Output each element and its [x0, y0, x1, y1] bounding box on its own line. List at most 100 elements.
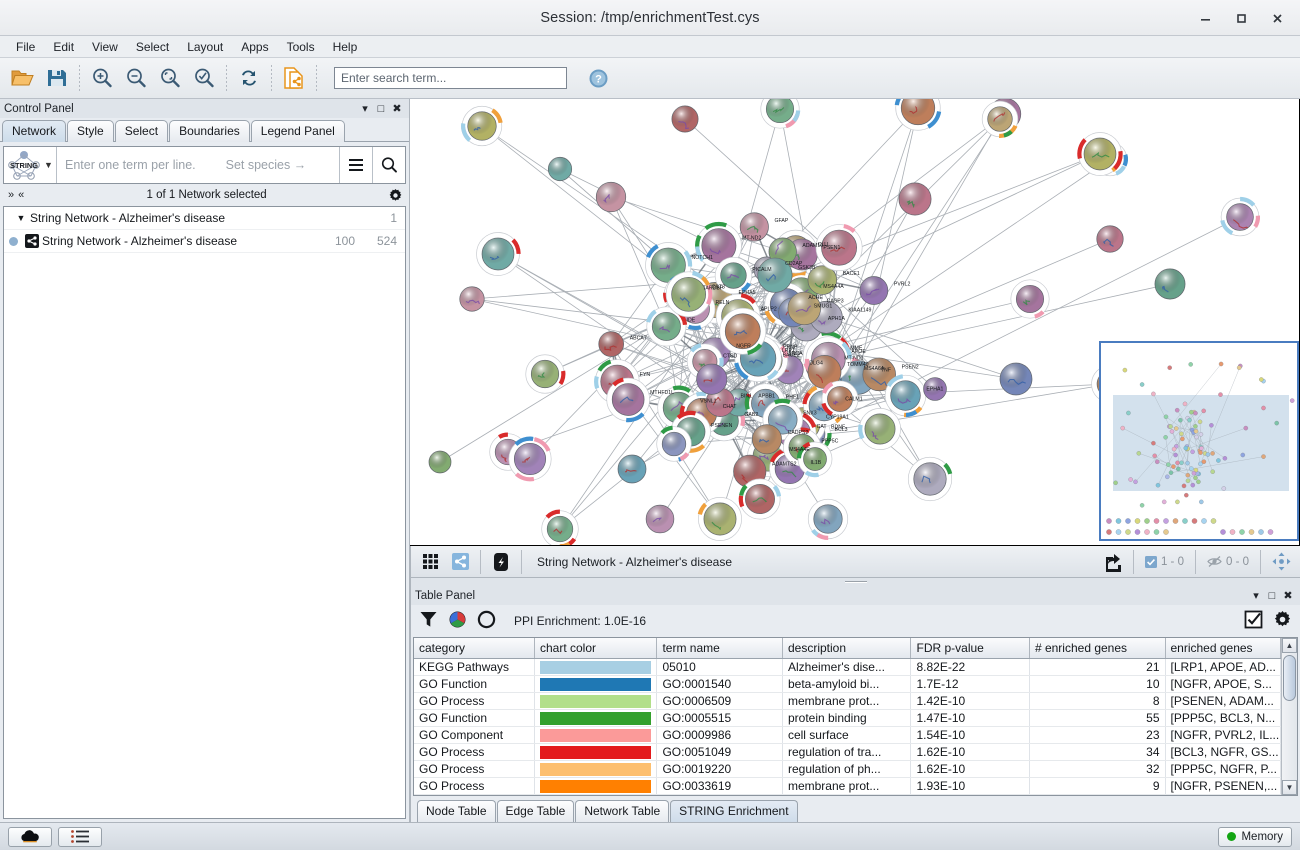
network-node[interactable] [656, 425, 692, 462]
control-panel-float-icon[interactable]: □ [377, 102, 385, 115]
menu-apps[interactable]: Apps [241, 39, 269, 54]
filter-icon[interactable] [419, 610, 438, 632]
tab-network[interactable]: Network [2, 120, 67, 142]
zoom-fit-icon[interactable] [153, 61, 187, 95]
table-row[interactable]: GO Process GO:0019220 regulation of ph... 1… [414, 760, 1281, 778]
network-node[interactable] [719, 307, 767, 355]
menu-tools[interactable]: Tools [286, 39, 315, 54]
network-node[interactable] [1096, 225, 1124, 253]
network-node[interactable] [923, 377, 947, 401]
tab-style[interactable]: Style [67, 120, 114, 142]
network-node[interactable] [645, 504, 675, 534]
scroll-down-arrow-icon[interactable]: ▼ [1282, 780, 1297, 795]
network-node[interactable] [807, 355, 842, 389]
tab-network-table[interactable]: Network Table [575, 800, 670, 822]
close-button[interactable] [1260, 3, 1294, 33]
network-node[interactable] [671, 105, 699, 133]
search-input[interactable]: Enter search term... [334, 67, 567, 89]
network-node[interactable] [714, 256, 753, 295]
share-network-icon[interactable] [277, 61, 311, 95]
network-node[interactable] [541, 509, 579, 546]
network-node[interactable] [981, 100, 1019, 138]
network-node[interactable] [665, 270, 713, 318]
string-logo-icon[interactable]: STRING [4, 147, 44, 183]
table-row[interactable]: GO Process GO:0006509 membrane prot... 1.42… [414, 692, 1281, 710]
network-node[interactable] [705, 387, 735, 417]
tab-select[interactable]: Select [114, 120, 169, 142]
collapse-all-icon[interactable]: » [8, 189, 15, 201]
menu-view[interactable]: View [92, 39, 118, 54]
chart-color-icon[interactable] [448, 610, 467, 632]
network-node[interactable] [697, 497, 742, 541]
network-node[interactable] [1010, 279, 1050, 319]
network-node[interactable] [696, 363, 728, 395]
task-list-icon[interactable] [58, 826, 102, 847]
column-header-fdr-pvalue[interactable]: FDR p-value [910, 638, 1030, 659]
annotation-icon[interactable] [486, 549, 516, 575]
network-node[interactable] [598, 331, 625, 357]
network-node[interactable] [999, 362, 1033, 396]
network-canvas[interactable]: MT-ND2 MT-ND1 VSNL1 CD2AP MS4A4A MS4A6A MS4A4E… [410, 99, 1300, 546]
network-node[interactable] [807, 265, 838, 295]
string-species-hint[interactable]: Set species → [225, 158, 307, 172]
network-node[interactable] [821, 380, 859, 418]
table-panel-close-icon[interactable]: ✖ [1283, 590, 1293, 602]
network-node[interactable] [695, 221, 742, 269]
network-node[interactable] [617, 454, 647, 484]
table-row[interactable]: GO Process GO:0050435beta-amyloid m...2.0… [414, 794, 1281, 795]
donut-chart-icon[interactable] [477, 610, 496, 632]
network-node[interactable] [884, 374, 927, 418]
network-node[interactable] [1220, 196, 1261, 237]
table-row[interactable]: KEGG Pathways 05010 Alzheimer's dise... 8.8… [414, 658, 1281, 676]
network-node[interactable] [459, 286, 485, 312]
network-node[interactable] [815, 223, 863, 272]
gear-icon[interactable] [387, 187, 403, 203]
network-node[interactable] [760, 99, 801, 129]
maximize-button[interactable] [1224, 3, 1258, 33]
zoom-in-icon[interactable] [85, 61, 119, 95]
tree-row[interactable]: String Network - Alzheimer's disease 100… [4, 230, 405, 253]
network-tree[interactable]: ▼ String Network - Alzheimer's disease 1 [3, 206, 406, 819]
save-session-icon[interactable] [40, 61, 74, 95]
open-session-icon[interactable] [6, 61, 40, 95]
column-header-enriched-genes[interactable]: enriched genes [1165, 638, 1281, 659]
network-node[interactable] [862, 357, 896, 392]
help-icon[interactable]: ? [581, 61, 615, 95]
grid-layout-icon[interactable] [415, 549, 445, 575]
cloud-status-icon[interactable] [8, 826, 52, 847]
expand-all-icon[interactable]: « [18, 189, 25, 201]
table-row[interactable]: GO Process GO:0033619 membrane prot... 1.93… [414, 777, 1281, 795]
network-node[interactable] [547, 156, 573, 182]
network-node[interactable] [739, 212, 769, 242]
menu-edit[interactable]: Edit [53, 39, 75, 54]
network-graph[interactable]: MT-ND2 MT-ND1 VSNL1 CD2AP MS4A4A MS4A6A MS4A4E… [410, 99, 1298, 546]
network-node[interactable] [898, 182, 932, 216]
network-node[interactable] [751, 424, 782, 455]
enrichment-table[interactable]: category chart color term name descripti… [414, 638, 1281, 795]
network-node[interactable] [859, 276, 889, 305]
network-node[interactable] [738, 478, 782, 520]
table-row[interactable]: GO Function GO:0001540 beta-amyloid bi... 1… [414, 675, 1281, 693]
tab-edge-table[interactable]: Edge Table [496, 800, 575, 822]
select-all-checkbox-icon[interactable] [1244, 610, 1263, 632]
birds-eye-view[interactable] [1099, 341, 1299, 541]
network-node[interactable] [461, 105, 503, 147]
scroll-thumb[interactable] [1283, 655, 1296, 701]
network-node[interactable] [606, 377, 650, 423]
column-header-enriched-count[interactable]: # enriched genes [1029, 638, 1166, 659]
network-node[interactable] [807, 498, 849, 541]
table-row[interactable]: GO Process GO:0051049 regulation of tra...… [414, 743, 1281, 761]
string-options-menu-icon[interactable] [339, 147, 372, 183]
table-panel-float-icon[interactable]: □ [1268, 589, 1276, 602]
enrichment-table-body[interactable]: KEGG Pathways 05010 Alzheimer's dise... 8.8… [414, 658, 1281, 795]
tab-boundaries[interactable]: Boundaries [169, 120, 250, 142]
enrichment-table-wrapper[interactable]: category chart color term name descripti… [413, 637, 1298, 796]
tab-legend-panel[interactable]: Legend Panel [250, 120, 345, 142]
string-term-input[interactable]: Enter one term per line. Set species → [56, 147, 339, 183]
control-panel-close-icon[interactable]: ✖ [392, 103, 402, 115]
birds-eye-viewport[interactable] [1113, 395, 1289, 491]
network-node[interactable] [858, 408, 901, 450]
export-image-icon[interactable] [1098, 549, 1128, 575]
tree-row[interactable]: ▼ String Network - Alzheimer's disease 1 [4, 207, 405, 230]
network-node[interactable] [428, 450, 452, 474]
